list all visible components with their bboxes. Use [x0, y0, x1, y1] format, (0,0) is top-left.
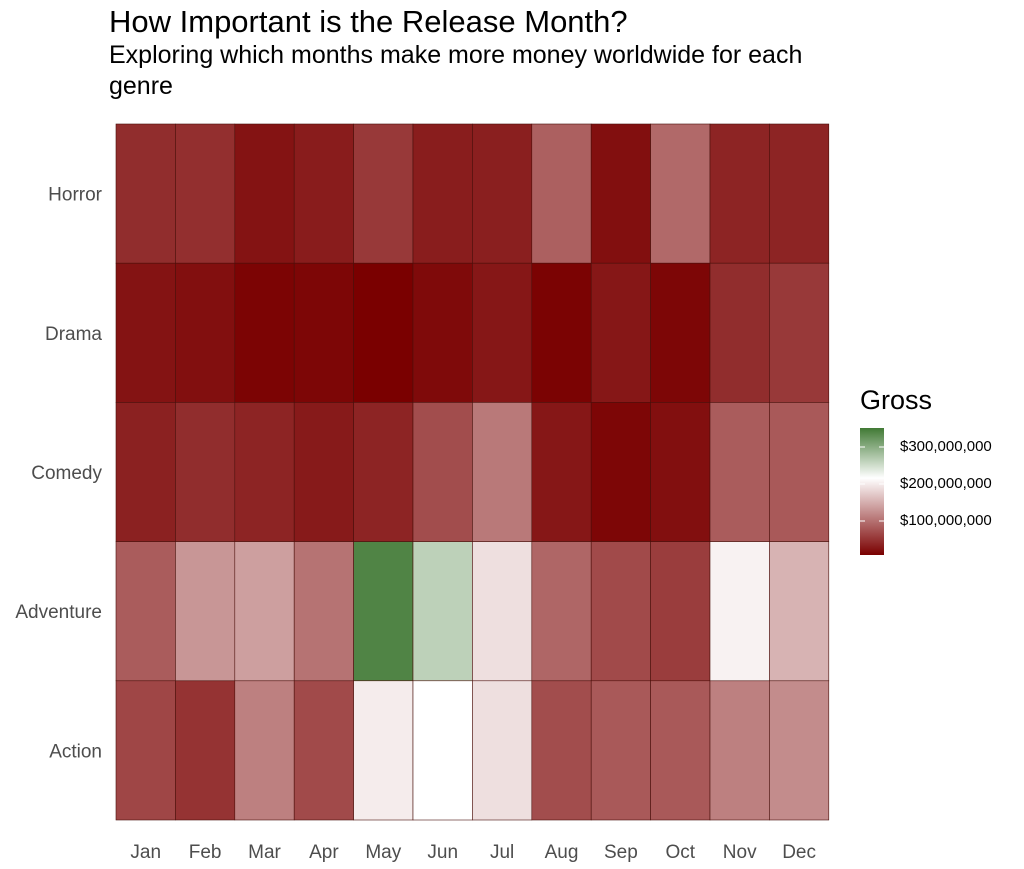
heatmap-cell-horror-jun [412, 123, 473, 264]
heatmap-cell-action-jun [412, 680, 473, 821]
x-tick-label-jun: Jun [427, 842, 458, 863]
heatmap-cell-horror-may [353, 123, 414, 264]
y-tick-label-action: Action [49, 741, 102, 762]
legend-label-100m: $100,000,000 [900, 512, 992, 529]
legend-title: Gross [860, 385, 933, 415]
x-tick-label-mar: Mar [248, 842, 281, 863]
legend-ticks [860, 446, 884, 522]
heatmap-cell-horror-jan [115, 123, 176, 264]
x-tick-label-apr: Apr [309, 842, 339, 863]
heatmap-cell-adventure-oct [650, 541, 711, 682]
heatmap-cell-horror-dec [769, 123, 830, 264]
heatmap-cell-comedy-mar [234, 402, 295, 542]
heatmap-cell-action-nov [709, 680, 770, 821]
heatmap-cell-horror-jul [472, 123, 533, 264]
heatmap-cell-comedy-sep [590, 402, 651, 542]
heatmap-cell-drama-dec [769, 262, 830, 403]
heatmap-cell-horror-sep [590, 123, 651, 264]
heatmap-cell-drama-sep [590, 262, 651, 403]
x-tick-label-may: May [365, 842, 401, 863]
heatmap-cell-drama-jul [472, 262, 533, 403]
chart-title: How Important is the Release Month? [109, 4, 628, 39]
heatmap-cell-horror-nov [709, 123, 770, 264]
heatmap-cell-action-jan [115, 680, 176, 821]
x-axis-ticks: Jan Feb Mar Apr May Jun Jul Aug Sep Oct Nov Dec [130, 842, 816, 863]
y-tick-label-horror: Horror [48, 185, 103, 206]
legend-label-300m: $300,000,000 [900, 438, 992, 455]
chart-subtitle: Exploring which months make more money w… [109, 41, 803, 100]
heatmap-cell-comedy-oct [650, 402, 711, 542]
heatmap-cell-adventure-mar [234, 541, 295, 682]
heatmap-cell-adventure-jan [115, 541, 176, 682]
x-tick-label-dec: Dec [782, 842, 816, 863]
heatmap-cell-comedy-jan [115, 402, 176, 542]
heatmap-cell-action-oct [650, 680, 711, 821]
heatmap-cell-drama-aug [531, 262, 592, 403]
heatmap-cell-drama-feb [175, 262, 236, 403]
heatmap-cell-action-feb [175, 680, 236, 821]
heatmap-cell-drama-jun [412, 262, 473, 403]
heatmap-cell-drama-nov [709, 262, 770, 403]
heatmap-cells [115, 123, 830, 821]
x-tick-label-jul: Jul [490, 842, 514, 863]
heatmap-cell-horror-mar [234, 123, 295, 264]
heatmap-cell-comedy-jun [412, 402, 473, 542]
x-tick-label-nov: Nov [723, 842, 757, 863]
y-tick-label-comedy: Comedy [31, 463, 102, 484]
heatmap-cell-horror-apr [293, 123, 354, 264]
heatmap-cell-drama-may [353, 262, 414, 403]
heatmap-cell-comedy-apr [293, 402, 354, 542]
heatmap-cell-comedy-aug [531, 402, 592, 542]
heatmap-cell-comedy-feb [175, 402, 236, 542]
heatmap-cell-adventure-feb [175, 541, 236, 682]
heatmap-cell-action-jul [472, 680, 533, 821]
heatmap-cell-comedy-dec [769, 402, 830, 542]
heatmap-cell-drama-oct [650, 262, 711, 403]
heatmap-cell-horror-feb [175, 123, 236, 264]
x-tick-label-feb: Feb [189, 842, 222, 863]
heatmap-cell-action-sep [590, 680, 651, 821]
heatmap-cell-drama-apr [293, 262, 354, 403]
y-tick-label-adventure: Adventure [15, 602, 102, 623]
heatmap-cell-adventure-may [353, 541, 414, 682]
legend-label-200m: $200,000,000 [900, 475, 992, 492]
heatmap-cell-adventure-aug [531, 541, 592, 682]
heatmap-cell-adventure-jun [412, 541, 473, 682]
heatmap-cell-horror-aug [531, 123, 592, 264]
heatmap-cell-action-aug [531, 680, 592, 821]
heatmap-cell-drama-mar [234, 262, 295, 403]
y-tick-label-drama: Drama [45, 324, 102, 345]
heatmap-cell-action-dec [769, 680, 830, 821]
legend-colorbar [860, 428, 884, 555]
x-tick-label-jan: Jan [130, 842, 161, 863]
heatmap-cell-action-may [353, 680, 414, 821]
heatmap-cell-drama-jan [115, 262, 176, 403]
heatmap-cell-adventure-jul [472, 541, 533, 682]
x-tick-label-sep: Sep [604, 842, 638, 863]
heatmap-cell-adventure-apr [293, 541, 354, 682]
heatmap-cell-adventure-dec [769, 541, 830, 682]
heatmap-cell-action-mar [234, 680, 295, 821]
heatmap-cell-comedy-may [353, 402, 414, 542]
x-tick-label-aug: Aug [545, 842, 579, 863]
heatmap-cell-horror-oct [650, 123, 711, 264]
heatmap-cell-action-apr [293, 680, 354, 821]
heatmap-cell-adventure-nov [709, 541, 770, 682]
heatmap-cell-comedy-jul [472, 402, 533, 542]
heatmap-cell-adventure-sep [590, 541, 651, 682]
y-axis-ticks: Horror Drama Comedy Adventure Action [15, 185, 102, 763]
heatmap-cell-comedy-nov [709, 402, 770, 542]
x-tick-label-oct: Oct [666, 842, 696, 863]
